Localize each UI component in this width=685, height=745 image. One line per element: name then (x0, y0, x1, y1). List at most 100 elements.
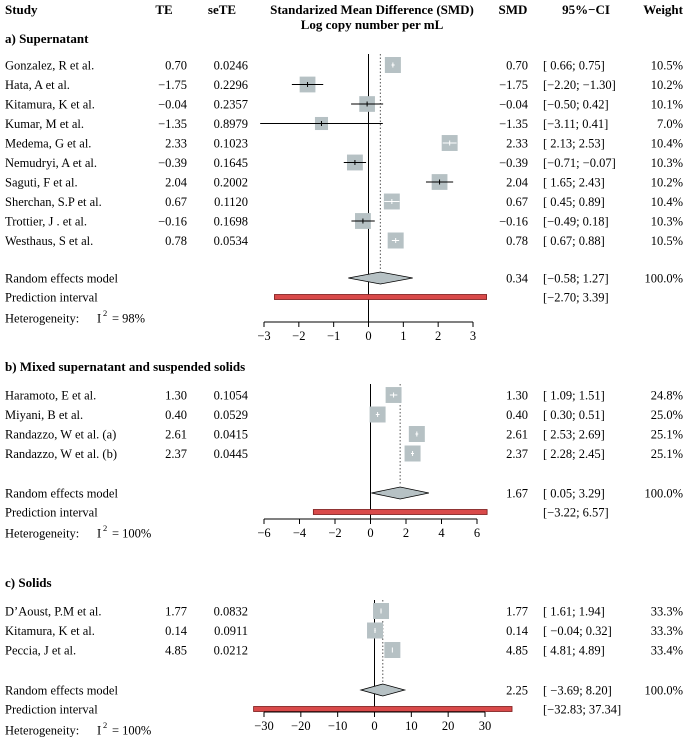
x-axis-tick-label: 1 (400, 329, 406, 343)
study-weight: 25.1% (651, 447, 683, 461)
study-te: 1.77 (165, 605, 187, 619)
study-ci: [ 1.09; 1.51] (543, 389, 605, 403)
study-weight: 24.8% (651, 389, 683, 403)
x-axis-tick-label: −2 (328, 526, 341, 540)
study-weight: 10.5% (651, 234, 683, 248)
header-ci: 95%−CI (562, 2, 610, 17)
study-ci: [ 0.30; 0.51] (543, 408, 605, 422)
random-effects-weight: 100.0% (644, 684, 683, 698)
study-ci: [ 2.13; 2.53] (543, 137, 605, 151)
heterogeneity-i2-superscript: 2 (103, 720, 107, 730)
x-axis-tick-label: 2 (435, 329, 441, 343)
x-axis-tick-label: 10 (405, 719, 418, 733)
prediction-interval-label: Prediction interval (5, 703, 98, 717)
header-weight: Weight (643, 2, 683, 17)
study-smd: 2.04 (506, 176, 529, 190)
study-name: Haramoto, E et al. (5, 389, 96, 403)
study-name: D’Aoust, P.M et al. (5, 605, 102, 619)
x-axis: −30 −20 −10 0 10 20 30 (254, 711, 491, 733)
study-smd: 1.77 (506, 605, 528, 619)
study-weight: 33.3% (651, 605, 683, 619)
x-axis-tick-label: −10 (328, 719, 348, 733)
study-ci: [−2.20; −1.30] (543, 78, 616, 92)
study-ci: [ −0.04; 0.32] (543, 624, 612, 638)
header-title-line2: Log copy number per mL (301, 17, 444, 32)
random-effects-ci: [ 0.05; 3.29] (543, 487, 605, 501)
study-sete: 0.0445 (214, 447, 248, 461)
study-ci: [ 2.28; 2.45] (543, 447, 605, 461)
study-row: Peccia, J et al. 4.85 0.0212 4.85 [ 4.81; 4.… (5, 642, 683, 658)
study-weight: 10.4% (651, 137, 683, 151)
study-row: Westhaus, S et al. 0.78 0.0534 0.78 [ 0.67; … (5, 232, 683, 249)
study-ci: [−0.49; 0.18] (543, 215, 609, 229)
panel-title: a) Supernatant (5, 31, 89, 46)
study-ci: [ 1.61; 1.94] (543, 605, 605, 619)
x-axis-tick-label: 0 (365, 329, 371, 343)
study-smd: −0.39 (499, 156, 528, 170)
study-sete: 0.0212 (214, 644, 248, 658)
random-effects-smd: 0.34 (506, 272, 529, 286)
x-axis: −3 −2 −1 0 1 2 3 (257, 321, 476, 343)
study-ci: [ 0.45; 0.89] (543, 195, 605, 209)
study-row: Trottier, J . et al. −0.16 0.1698 −0.16 [−0.… (5, 213, 683, 229)
study-name: Saguti, F et al. (5, 176, 78, 190)
prediction-interval-row: Prediction interval [−2.70; 3.39] (5, 291, 609, 305)
study-sete: 0.1645 (214, 156, 248, 170)
study-ci: [ 4.81; 4.89] (543, 644, 605, 658)
study-name: Peccia, J et al. (5, 644, 76, 658)
panel-0: a) Supernatant Gonzalez, R et al. 0.70 0.02… (5, 31, 683, 343)
random-effects-weight: 100.0% (644, 272, 683, 286)
study-row: Haramoto, E et al. 1.30 0.1054 1.30 [ 1.09; … (5, 387, 683, 403)
heterogeneity-i2-value: = 100% (112, 527, 151, 541)
study-sete: 0.1698 (214, 215, 248, 229)
x-axis-tick-label: −3 (257, 329, 270, 343)
study-weight: 7.0% (657, 117, 683, 131)
study-te: 2.33 (165, 137, 187, 151)
study-te: 2.04 (165, 176, 188, 190)
random-effects-weight: 100.0% (644, 487, 683, 501)
prediction-interval-row: Prediction interval [−32.83; 37.34] (5, 703, 621, 717)
study-smd: 0.78 (506, 234, 528, 248)
header-study: Study (5, 2, 38, 17)
study-te: −1.35 (158, 117, 187, 131)
study-weight: 33.4% (651, 644, 683, 658)
study-weight: 10.3% (651, 156, 683, 170)
study-name: Randazzo, W et al. (a) (5, 428, 116, 442)
study-row: Kumar, M et al. −1.35 0.8979 −1.35 [−3.11; 0… (5, 116, 683, 131)
study-smd: 2.33 (506, 137, 528, 151)
heterogeneity-i2-superscript: 2 (103, 308, 107, 318)
heterogeneity-row: Heterogeneity: I 2 = 100% (5, 720, 151, 738)
panel-2: c) Solids D’Aoust, P.M et al. 1.77 0.0832 1.… (5, 575, 683, 738)
study-name: Kumar, M et al. (5, 117, 84, 131)
study-row: D’Aoust, P.M et al. 1.77 0.0832 1.77 [ 1.61;… (5, 603, 683, 619)
study-row: Medema, G et al. 2.33 0.1023 2.33 [ 2.13; 2.… (5, 135, 683, 151)
study-ci: [ 0.67; 0.88] (543, 234, 605, 248)
study-name: Kitamura, K et al. (5, 98, 95, 112)
study-row: Randazzo, W et al. (b) 2.37 0.0445 2.37 [ 2.… (5, 445, 683, 462)
study-row: Kitamura, K et al. 0.14 0.0911 0.14 [ −0.04;… (5, 622, 683, 639)
study-ci: [ 1.65; 2.43] (543, 176, 605, 190)
heterogeneity-i2-symbol: I (97, 312, 101, 326)
header-te: TE (155, 2, 172, 17)
study-ci: [−3.11; 0.41] (543, 117, 608, 131)
prediction-interval-ci: [−32.83; 37.34] (543, 703, 621, 717)
study-sete: 0.1054 (214, 389, 249, 403)
study-row: Miyani, B et al. 0.40 0.0529 0.40 [ 0.30; 0.… (5, 406, 683, 423)
heterogeneity-label: Heterogeneity: (5, 312, 79, 326)
study-name: Miyani, B et al. (5, 408, 83, 422)
random-effects-ci: [−0.58; 1.27] (543, 272, 609, 286)
study-sete: 0.0911 (214, 624, 248, 638)
study-weight: 25.0% (651, 408, 683, 422)
study-row: Saguti, F et al. 2.04 0.2002 2.04 [ 1.65; 2.… (5, 174, 683, 190)
study-name: Sherchan, S.P et al. (5, 195, 102, 209)
random-effects-smd: 1.67 (506, 487, 528, 501)
study-name: Kitamura, K et al. (5, 624, 95, 638)
heterogeneity-row: Heterogeneity: I 2 = 98% (5, 308, 145, 326)
study-ci: [−0.50; 0.42] (543, 98, 609, 112)
study-te: 2.37 (165, 447, 187, 461)
study-smd: −0.04 (499, 98, 529, 112)
heterogeneity-i2-value: = 98% (112, 312, 145, 326)
header-title-line1: Standarized Mean Difference (SMD) (270, 2, 474, 17)
study-te: 0.40 (165, 408, 187, 422)
x-axis-tick-label: 3 (470, 329, 476, 343)
